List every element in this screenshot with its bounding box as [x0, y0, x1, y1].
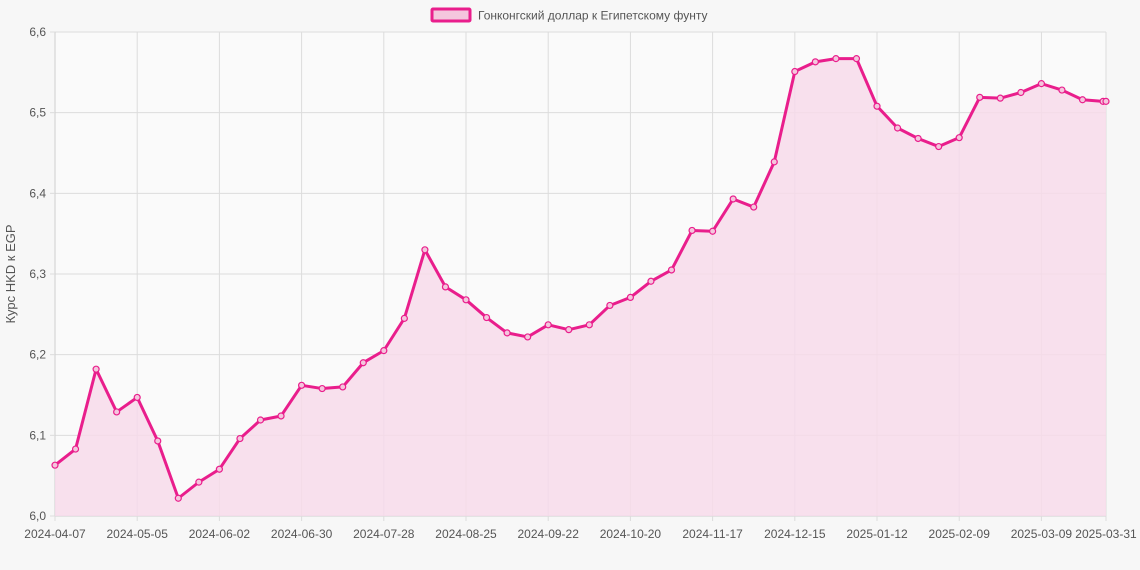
data-point[interactable]: [688, 226, 696, 235]
x-tick-label: 2025-02-09: [929, 527, 991, 541]
data-point[interactable]: [256, 416, 265, 424]
y-tick-label: 6,1: [29, 428, 46, 442]
data-point[interactable]: [832, 55, 840, 63]
data-point[interactable]: [339, 383, 347, 391]
data-point[interactable]: [791, 67, 799, 76]
data-point[interactable]: [400, 314, 408, 322]
legend[interactable]: Гонконгский доллар к Египетскому фунту: [430, 7, 707, 23]
data-point[interactable]: [174, 494, 182, 502]
data-point[interactable]: [380, 347, 388, 355]
data-point[interactable]: [729, 195, 737, 203]
x-tick-label: 2024-11-17: [682, 527, 743, 541]
data-point[interactable]: [667, 266, 676, 274]
data-point[interactable]: [421, 246, 429, 254]
y-tick-label: 6,0: [29, 509, 46, 523]
legend-label[interactable]: Гонконгский доллар к Египетскому фунту: [478, 9, 707, 23]
x-tick-label: 2024-10-20: [600, 527, 662, 541]
data-point[interactable]: [503, 329, 511, 337]
data-point[interactable]: [133, 393, 141, 402]
area-fill-layer: [55, 58, 1106, 517]
data-point[interactable]: [51, 461, 59, 469]
data-point[interactable]: [750, 203, 758, 211]
data-point[interactable]: [626, 293, 635, 301]
series-area: [55, 58, 1106, 517]
data-point[interactable]: [1078, 96, 1087, 104]
data-point[interactable]: [770, 158, 778, 166]
data-point[interactable]: [1037, 80, 1046, 88]
data-point[interactable]: [92, 365, 100, 373]
data-point[interactable]: [215, 465, 224, 473]
data-point[interactable]: [318, 384, 326, 393]
x-tick-label: 2024-05-05: [107, 527, 169, 541]
data-point[interactable]: [852, 55, 861, 63]
x-tick-label: 2024-06-02: [189, 527, 251, 541]
data-point[interactable]: [482, 313, 491, 322]
x-tick-label: 2025-03-31: [1075, 527, 1137, 541]
data-point[interactable]: [544, 321, 552, 329]
x-tick-label: 2025-03-09: [1011, 527, 1073, 541]
data-point[interactable]: [524, 333, 532, 341]
data-point[interactable]: [236, 434, 244, 443]
data-point[interactable]: [298, 381, 306, 389]
y-tick-label: 6,4: [29, 186, 46, 200]
data-point[interactable]: [647, 277, 655, 285]
data-point[interactable]: [606, 301, 614, 310]
data-point[interactable]: [585, 321, 593, 329]
data-point[interactable]: [914, 134, 922, 143]
x-tick-label: 2024-04-07: [24, 527, 86, 541]
data-point[interactable]: [195, 478, 203, 486]
x-tick-label: 2025-01-12: [846, 527, 908, 541]
legend-swatch[interactable]: [430, 7, 472, 23]
y-tick-label: 6,5: [29, 106, 46, 120]
data-point[interactable]: [359, 359, 367, 367]
data-point[interactable]: [71, 445, 80, 453]
data-point[interactable]: [1058, 86, 1066, 94]
data-point[interactable]: [811, 58, 819, 66]
data-point[interactable]: [565, 326, 573, 334]
x-tick-label: 2024-07-28: [353, 527, 415, 541]
data-point[interactable]: [955, 134, 963, 142]
data-point[interactable]: [873, 102, 881, 110]
data-point[interactable]: [277, 412, 285, 420]
data-point[interactable]: [462, 296, 470, 304]
x-axis-ticks: 2024-04-07 2024-05-05 2024-06-02 2024-06-30…: [24, 516, 1137, 541]
y-tick-label: 6,3: [29, 267, 46, 281]
x-tick-label: 2024-06-30: [271, 527, 333, 541]
data-point[interactable]: [441, 283, 450, 291]
y-tick-label: 6,6: [29, 25, 46, 39]
data-points-layer: [51, 55, 1110, 502]
x-tick-label: 2024-08-25: [435, 527, 497, 541]
data-point[interactable]: [154, 437, 162, 445]
data-point[interactable]: [976, 93, 984, 101]
data-point[interactable]: [893, 124, 902, 132]
data-point[interactable]: [709, 227, 717, 235]
y-axis-ticks: 6,0 6,1 6,2 6,3 6,4 6,5 6,6: [29, 25, 55, 523]
data-point[interactable]: [1102, 97, 1110, 105]
data-point[interactable]: [996, 94, 1004, 102]
data-point[interactable]: [935, 142, 943, 151]
x-tick-label: 2024-12-15: [764, 527, 826, 541]
x-tick-label: 2024-09-22: [518, 527, 580, 541]
y-tick-label: 6,2: [29, 348, 46, 362]
y-axis-title: Курс HKD к EGP: [3, 224, 18, 323]
data-point[interactable]: [1017, 88, 1025, 97]
data-point[interactable]: [113, 408, 121, 416]
